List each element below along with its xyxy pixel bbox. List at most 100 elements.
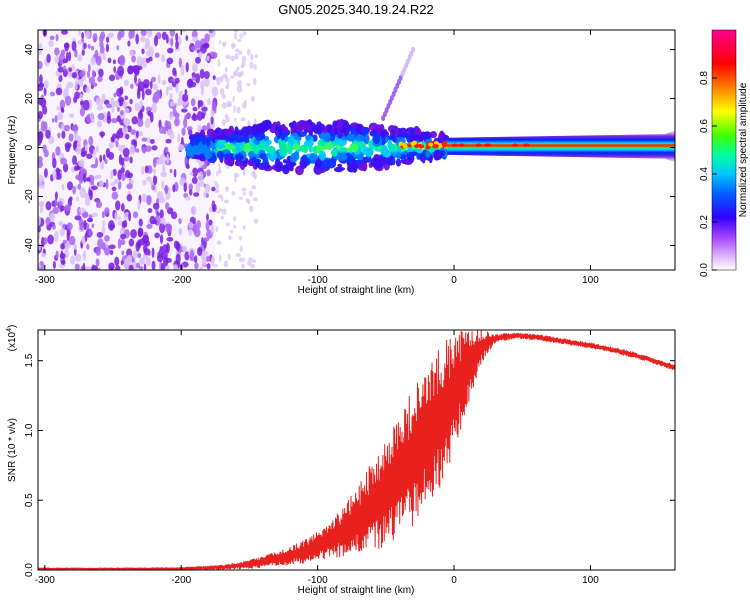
noise-speck bbox=[246, 48, 251, 56]
noise-speck bbox=[66, 222, 73, 231]
noise-speck bbox=[38, 133, 43, 144]
noise-speck bbox=[192, 106, 198, 112]
noise-speck bbox=[182, 93, 189, 102]
x-tick-label: 0 bbox=[451, 275, 457, 286]
noise-speck bbox=[97, 75, 103, 83]
noise-speck bbox=[198, 51, 203, 59]
noise-speck bbox=[175, 32, 179, 42]
noise-speck bbox=[175, 83, 179, 93]
colorbar-tick-label: 0.0 bbox=[699, 263, 710, 277]
noise-speck bbox=[54, 197, 58, 206]
noise-speck bbox=[191, 114, 199, 121]
noise-speck bbox=[149, 139, 155, 144]
noise-speck bbox=[112, 59, 116, 65]
noise-speck bbox=[220, 195, 224, 202]
noise-speck bbox=[49, 35, 55, 41]
noise-speck bbox=[165, 202, 170, 210]
core-hotspot bbox=[458, 143, 465, 147]
band-blob bbox=[312, 134, 318, 142]
noise-speck bbox=[92, 82, 98, 87]
noise-speck bbox=[202, 250, 209, 256]
noise-speck bbox=[221, 208, 227, 215]
noise-speck bbox=[119, 239, 126, 245]
noise-speck bbox=[99, 98, 103, 107]
noise-speck bbox=[148, 56, 153, 62]
noise-speck bbox=[202, 170, 207, 176]
noise-speck bbox=[191, 30, 198, 39]
noise-speck bbox=[73, 165, 80, 171]
noise-speck bbox=[144, 145, 152, 152]
band-blob bbox=[327, 124, 333, 133]
colorbar-tick-label: 0.8 bbox=[699, 71, 710, 85]
noise-speck bbox=[46, 53, 51, 64]
noise-speck bbox=[187, 129, 193, 136]
noise-speck bbox=[178, 217, 182, 225]
noise-speck bbox=[147, 110, 152, 117]
noise-speck bbox=[249, 205, 254, 213]
band-blob bbox=[281, 164, 290, 175]
noise-speck bbox=[99, 41, 104, 48]
band-blob bbox=[292, 151, 300, 161]
noise-speck bbox=[190, 205, 197, 216]
noise-speck bbox=[238, 71, 242, 78]
colorbar-tick-label: 0.6 bbox=[699, 119, 710, 133]
noise-speck bbox=[76, 196, 80, 202]
noise-speck bbox=[98, 179, 104, 188]
noise-speck bbox=[159, 197, 166, 204]
noise-speck bbox=[91, 69, 96, 78]
noise-speck bbox=[178, 57, 182, 68]
noise-speck bbox=[219, 208, 223, 212]
band-blob bbox=[382, 149, 392, 158]
band-blob bbox=[433, 149, 443, 161]
noise-speck bbox=[216, 240, 222, 246]
noise-speck bbox=[170, 211, 178, 220]
noise-speck bbox=[142, 148, 146, 154]
noise-speck bbox=[82, 99, 90, 111]
band-blob bbox=[341, 127, 348, 134]
noise-speck bbox=[238, 50, 243, 56]
noise-speck bbox=[191, 46, 198, 51]
noise-speck bbox=[156, 254, 164, 263]
noise-speck bbox=[166, 207, 174, 215]
noise-speck bbox=[165, 138, 172, 144]
noise-speck bbox=[154, 52, 160, 58]
noise-speck bbox=[192, 167, 198, 178]
noise-speck bbox=[71, 72, 77, 79]
core-hotspot bbox=[484, 143, 491, 147]
noise-speck bbox=[239, 257, 243, 263]
noise-speck bbox=[132, 211, 139, 219]
core-hotspot bbox=[511, 143, 518, 147]
noise-speck bbox=[60, 157, 67, 165]
noise-speck bbox=[63, 124, 71, 132]
noise-speck bbox=[115, 140, 119, 148]
band-blob bbox=[337, 153, 348, 161]
noise-speck bbox=[82, 212, 89, 218]
noise-speck bbox=[62, 162, 69, 173]
x-tick-label: -300 bbox=[35, 275, 55, 286]
noise-speck bbox=[107, 220, 115, 231]
noise-speck bbox=[201, 237, 204, 245]
noise-speck bbox=[218, 40, 222, 45]
y-tick-label: 0.0 bbox=[24, 563, 35, 577]
y-tick-label: 0.5 bbox=[24, 493, 35, 507]
noise-speck bbox=[65, 144, 71, 153]
band-blob bbox=[299, 144, 308, 153]
band-blob bbox=[240, 126, 250, 137]
band-blob bbox=[216, 150, 224, 159]
noise-speck bbox=[167, 128, 174, 136]
noise-speck bbox=[217, 166, 221, 172]
noise-speck bbox=[88, 76, 96, 85]
band-blob-hot bbox=[410, 141, 416, 146]
noise-speck bbox=[110, 182, 117, 187]
noise-speck bbox=[218, 254, 222, 262]
noise-speck bbox=[58, 201, 63, 206]
noise-speck bbox=[57, 132, 61, 139]
noise-speck bbox=[229, 229, 234, 234]
noise-speck bbox=[80, 100, 84, 106]
noise-speck bbox=[237, 80, 243, 86]
noise-speck bbox=[141, 165, 145, 175]
noise-speck bbox=[59, 252, 66, 260]
noise-speck bbox=[132, 249, 138, 259]
noise-speck bbox=[120, 260, 124, 266]
y-tick-label: 1.5 bbox=[24, 353, 35, 367]
